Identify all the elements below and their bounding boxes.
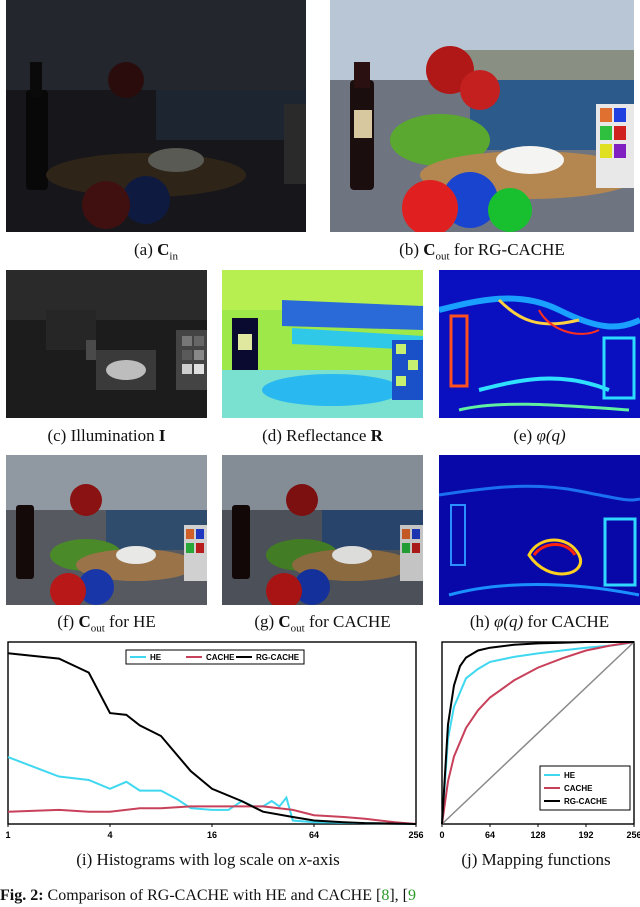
x-tick-label: 4: [107, 830, 112, 840]
x-tick-label: 192: [578, 830, 593, 840]
image-reflectance: [222, 270, 423, 418]
legend-label-cache: CACHE: [564, 784, 593, 793]
image-c-out-rg-cache: [330, 0, 634, 232]
legend-label-rg-cache: RG-CACHE: [256, 653, 300, 662]
caption-g: (g) Cout for CACHE: [254, 612, 391, 635]
caption-d: (d) Reflectance R: [262, 426, 383, 445]
legend-box: [125, 649, 305, 665]
caption-i: (i) Histograms with log scale on x-axis: [76, 850, 340, 869]
legend-label-rg-cache: RG-CACHE: [564, 797, 608, 806]
x-tick-label: 128: [530, 830, 545, 840]
legend-label-cache: CACHE: [206, 653, 235, 662]
caption-h: (h) φ(q) for CACHE: [469, 612, 610, 631]
image-c-out-he: [6, 455, 207, 605]
caption-c: (c) Illumination I: [47, 426, 166, 445]
mapping-chart: 0 64 128 192 256 HE CACHE RG-CACHE: [439, 641, 640, 840]
histogram-chart: 1 4 16 64 256 HE CACHE RG-CACHE: [5, 641, 424, 840]
legend-label-he: HE: [564, 771, 576, 780]
x-tick-label: 64: [309, 830, 319, 840]
caption-j: (j) Mapping functions: [461, 850, 611, 869]
series-line-identity: [441, 641, 635, 825]
mapping-legend: HE CACHE RG-CACHE: [539, 765, 631, 811]
series-line-cache: [441, 641, 635, 825]
image-c-in: [6, 0, 306, 232]
series-line-cache: [7, 805, 417, 825]
caption-b: (b) Cout for RG-CACHE: [399, 240, 565, 263]
x-tick-label: 256: [408, 830, 423, 840]
image-phi-q: [439, 270, 640, 418]
x-tick-label: 64: [485, 830, 495, 840]
histogram-legend: HE CACHE RG-CACHE: [125, 649, 305, 665]
image-c-out-cache: [222, 455, 423, 605]
image-phi-q-cache: [439, 455, 640, 605]
series-line-rg-cache: [441, 641, 634, 825]
image-illumination: [6, 270, 207, 418]
x-tick-label: 256: [626, 830, 640, 840]
x-tick-label: 0: [439, 830, 444, 840]
series-line-rg-cache: [7, 652, 417, 825]
figure-caption: Fig. 2: Comparison of RG-CACHE with HE a…: [0, 887, 416, 904]
series-line-he: [7, 756, 417, 825]
legend-label-he: HE: [150, 653, 162, 662]
x-tick-label: 1: [5, 830, 10, 840]
x-tick-label: 16: [207, 830, 217, 840]
histogram-plot-area: [7, 641, 417, 825]
caption-e: (e) φ(q): [513, 426, 566, 445]
caption-f: (f) Cout for HE: [57, 612, 156, 635]
caption-a: (a) Cin: [134, 240, 178, 263]
